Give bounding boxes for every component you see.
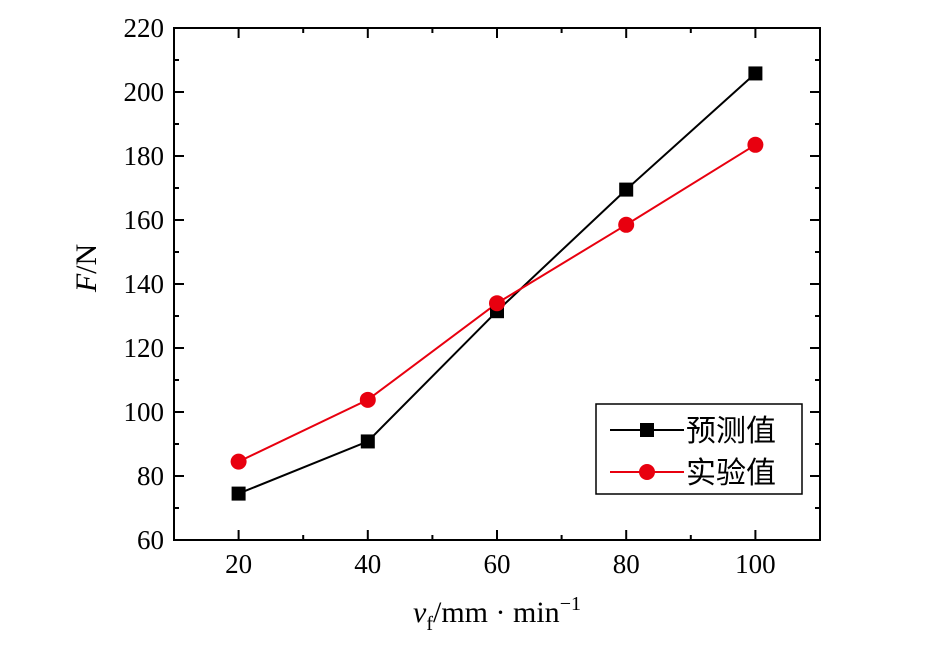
y-tick-label: 220 [124, 13, 165, 43]
y-tick-label: 140 [124, 269, 165, 299]
data-point-series-1 [748, 66, 763, 81]
y-tick-label: 80 [137, 461, 164, 491]
legend: 预测值 实验值 [595, 403, 803, 495]
x-tick-label: 60 [484, 549, 511, 579]
y-tick-label: 200 [124, 77, 165, 107]
y-tick-label: 60 [137, 525, 164, 555]
y-axis-label: F/N [70, 244, 103, 293]
data-point-series-2 [359, 391, 376, 408]
tick-labels: 60 80 100 120 140 160 180 200 220 20 40 60 80 100 [124, 13, 776, 579]
legend-box [595, 403, 803, 495]
data-point-series-2 [489, 295, 505, 312]
legend-label-series-2: 实验值 [686, 456, 776, 491]
series-layer [230, 66, 764, 501]
x-tick-label: 40 [354, 549, 381, 579]
x-tick-label: 80 [613, 549, 640, 579]
y-tick-label: 160 [124, 205, 165, 235]
data-point-series-1 [619, 182, 634, 197]
y-tick-label: 120 [124, 333, 165, 363]
data-point-series-1 [360, 434, 375, 449]
x-axis-label: vf/mm · min−1 [413, 593, 581, 635]
data-point-series-1 [231, 486, 246, 501]
y-tick-label: 100 [124, 397, 165, 427]
y-tick-label: 180 [124, 141, 165, 171]
data-point-series-2 [618, 216, 635, 233]
x-tick-label: 20 [225, 549, 252, 579]
legend-label-series-1: 预测值 [686, 414, 776, 449]
axis-ticks [174, 27, 820, 541]
x-tick-label: 100 [735, 549, 776, 579]
legend-marker-series-2 [639, 464, 655, 480]
data-point-series-2 [747, 136, 764, 153]
legend-marker-series-1 [640, 423, 654, 437]
data-point-series-2 [230, 453, 247, 470]
